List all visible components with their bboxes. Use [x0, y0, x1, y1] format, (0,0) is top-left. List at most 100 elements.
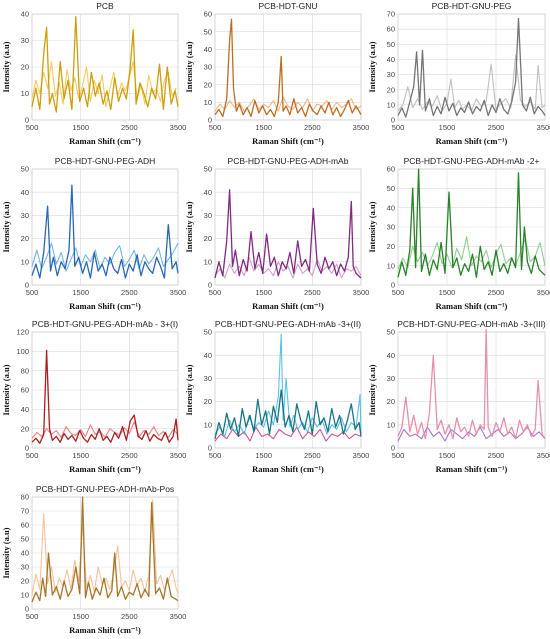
- x-tick-label: 3500: [537, 288, 550, 297]
- y-axis-label: Intensity (a.u): [1, 527, 11, 578]
- y-tick-label: 10: [204, 257, 212, 266]
- y-tick-label: 40: [21, 405, 29, 414]
- y-tick-label: 50: [387, 184, 395, 193]
- y-axis-label: Intensity (a.u): [184, 201, 194, 252]
- x-tick-label: 3500: [353, 288, 370, 297]
- y-tick-label: 40: [387, 203, 395, 212]
- y-tick-label: 50: [204, 328, 212, 337]
- x-tick-label: 3500: [537, 451, 550, 460]
- panel-title: PCB: [96, 1, 114, 11]
- x-tick-label: 1500: [72, 451, 89, 460]
- y-tick-label: 30: [387, 70, 395, 79]
- y-tick-label: 0: [208, 281, 212, 290]
- plot-frame: [214, 168, 362, 286]
- panel-title: PCB-HDT-GNU-PEG: [432, 1, 512, 11]
- panel-title: PCB-HDT-GNU-PEG-ADH-mAb-Pos: [36, 484, 174, 494]
- x-tick-label: 500: [392, 451, 405, 460]
- y-tick-label: 0: [208, 444, 212, 453]
- y-tick-label: 40: [21, 188, 29, 197]
- y-tick-label: 40: [204, 45, 212, 54]
- series-line-2: [31, 421, 179, 439]
- x-tick-label: 1500: [72, 612, 89, 621]
- y-tick-label: 0: [391, 281, 395, 290]
- y-tick-label: 40: [387, 55, 395, 64]
- x-tick-label: 500: [26, 451, 39, 460]
- x-tick-label: 2500: [304, 288, 321, 297]
- x-tick-label: 1500: [255, 288, 272, 297]
- y-tick-label: 20: [204, 234, 212, 243]
- x-axis-label: Raman Shift (cm⁻¹): [252, 136, 324, 146]
- x-tick-label: 2500: [121, 123, 138, 132]
- y-tick-label: 50: [387, 328, 395, 337]
- spectrum-panel-8: PCB-HDT-GNU-PEG-ADH-mAb -3+(II) 0 10 20 30 40…: [183, 318, 369, 478]
- y-tick-label: 20: [21, 424, 29, 433]
- x-tick-label: 1500: [439, 123, 456, 132]
- x-tick-label: 500: [26, 288, 39, 297]
- spectrum-chart: PCB-HDT-GNU 0 10 20 30 40 50 60 500 1500 2500 3500 R…: [184, 1, 369, 146]
- panel-title: PCB-HDT-GNU: [258, 1, 317, 11]
- spectrum-chart: PCB-HDT-GNU-PEG-ADH-mAb-Pos 0 10 20 30 40 50 60…: [1, 484, 186, 635]
- spectrum-chart: PCB-HDT-GNU-PEG-ADH-mAb -3+(III) 0 10 20 30 4…: [367, 319, 550, 474]
- y-tick-label: 40: [387, 351, 395, 360]
- x-tick-label: 3500: [170, 451, 187, 460]
- spectrum-chart: PCB 0 10 20 30 40 500 1500 2500 3500 Raman Shift (…: [1, 1, 186, 146]
- y-axis-label: Intensity (a.u): [367, 364, 377, 415]
- x-tick-label: 500: [26, 612, 39, 621]
- x-axis-label: Raman Shift (cm⁻¹): [69, 301, 141, 311]
- y-tick-label: 20: [204, 397, 212, 406]
- x-axis-label: Raman Shift (cm⁻¹): [69, 464, 141, 474]
- x-tick-label: 3500: [353, 451, 370, 460]
- y-tick-label: 70: [21, 507, 29, 516]
- y-tick-label: 60: [21, 521, 29, 530]
- y-tick-label: 0: [25, 281, 29, 290]
- y-tick-label: 30: [21, 563, 29, 572]
- y-tick-label: 80: [21, 493, 29, 502]
- series-line-2: [214, 96, 362, 112]
- spectrum-chart: PCB-HDT-GNU-PEG-ADH-mAb 0 10 20 30 40 50 500 150…: [184, 156, 369, 311]
- y-tick-label: 10: [204, 98, 212, 107]
- x-tick-label: 1500: [72, 123, 89, 132]
- spectrum-panel-5: PCB-HDT-GNU-PEG-ADH-mAb 0 10 20 30 40 50 500 150…: [183, 155, 369, 315]
- y-tick-label: 50: [204, 27, 212, 36]
- plot-frame: [31, 331, 179, 449]
- y-tick-label: 80: [21, 366, 29, 375]
- x-tick-label: 2500: [304, 123, 321, 132]
- y-axis-label: Intensity (a.u): [367, 201, 377, 252]
- x-tick-label: 1500: [439, 451, 456, 460]
- y-tick-label: 0: [391, 444, 395, 453]
- y-tick-label: 120: [16, 328, 29, 337]
- series-line-3: [214, 426, 362, 442]
- y-tick-label: 60: [387, 25, 395, 34]
- x-tick-label: 2500: [488, 288, 505, 297]
- series-line-2: [214, 333, 362, 437]
- y-tick-label: 40: [21, 549, 29, 558]
- y-tick-label: 30: [204, 211, 212, 220]
- x-tick-label: 2500: [488, 451, 505, 460]
- y-tick-label: 10: [387, 261, 395, 270]
- y-tick-label: 60: [21, 386, 29, 395]
- x-tick-label: 2500: [304, 451, 321, 460]
- x-tick-label: 2500: [121, 288, 138, 297]
- series-line-2: [214, 256, 362, 279]
- x-axis-label: Raman Shift (cm⁻¹): [436, 464, 508, 474]
- series-line-1: [31, 184, 179, 279]
- series-line-1: [397, 168, 546, 278]
- y-tick-label: 0: [25, 605, 29, 614]
- series-line-1: [214, 189, 362, 279]
- y-tick-label: 20: [204, 80, 212, 89]
- plot-frame: [397, 13, 546, 121]
- spectrum-chart: PCB-HDT-GNU-PEG 0 10 20 30 40 50 60 70 500 1500 250…: [367, 1, 550, 146]
- x-axis-label: Raman Shift (cm⁻¹): [252, 301, 324, 311]
- series-line-1: [31, 16, 179, 113]
- spectrum-panel-10: PCB-HDT-GNU-PEG-ADH-mAb-Pos 0 10 20 30 40 50 60…: [0, 483, 186, 639]
- y-axis-label: Intensity (a.u): [1, 41, 11, 92]
- y-tick-label: 10: [387, 420, 395, 429]
- x-axis-label: Raman Shift (cm⁻¹): [69, 136, 141, 146]
- y-tick-label: 30: [21, 211, 29, 220]
- plot-frame: [31, 13, 179, 121]
- x-tick-label: 1500: [439, 288, 456, 297]
- y-tick-label: 40: [204, 188, 212, 197]
- x-tick-label: 1500: [255, 451, 272, 460]
- x-tick-label: 500: [392, 288, 405, 297]
- y-axis-label: Intensity (a.u): [367, 41, 377, 92]
